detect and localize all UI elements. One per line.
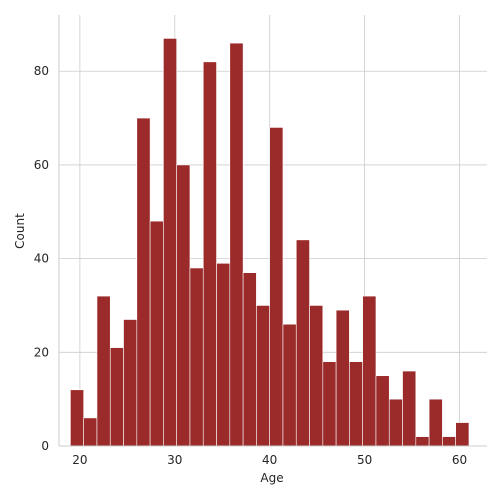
y-axis-label: Count — [13, 213, 27, 249]
y-tick-label: 20 — [34, 345, 49, 359]
histogram-bar — [109, 347, 124, 447]
histogram-bar — [136, 117, 151, 447]
histogram-bar — [163, 38, 177, 447]
histogram-bar — [176, 164, 191, 447]
y-tick-label: 80 — [34, 64, 49, 78]
histogram-bar — [123, 319, 138, 447]
histogram-bar — [295, 239, 310, 447]
histogram-bar — [229, 42, 244, 447]
x-tick-label: 30 — [167, 453, 182, 467]
histogram-bar — [455, 422, 470, 447]
histogram-bar — [375, 375, 390, 447]
histogram-bar — [256, 305, 270, 447]
histogram-bar — [83, 417, 98, 447]
histogram-bar — [242, 272, 257, 447]
histogram-bar — [388, 398, 403, 447]
histogram-bar — [402, 370, 417, 447]
histogram-bar — [428, 398, 443, 447]
histogram-bar — [189, 267, 204, 447]
x-tick-label: 20 — [72, 453, 87, 467]
x-tick-label: 40 — [262, 453, 277, 467]
x-tick-labels: 20 30 40 50 60 — [72, 453, 467, 467]
histogram-bar — [309, 305, 324, 447]
histogram-bar — [322, 361, 337, 447]
y-tick-label: 40 — [34, 252, 49, 266]
histogram-bar — [96, 295, 111, 447]
x-axis-label: Age — [260, 471, 283, 485]
histogram-bar — [349, 361, 363, 447]
x-tick-label: 50 — [357, 453, 372, 467]
histogram-bar — [70, 389, 84, 447]
histogram-bar — [282, 323, 297, 447]
x-tick-label: 60 — [452, 453, 467, 467]
histogram-bar — [335, 309, 350, 447]
y-tick-label: 0 — [41, 439, 49, 453]
histogram-bar — [362, 295, 377, 447]
histogram-bar — [269, 127, 284, 447]
histogram-bar — [149, 220, 164, 447]
histogram-bar — [442, 436, 456, 447]
y-tick-label: 60 — [34, 158, 49, 172]
y-tick-labels: 0 20 40 60 80 — [34, 64, 49, 453]
bars — [70, 38, 470, 447]
histogram-bar — [216, 262, 231, 447]
histogram-bar — [202, 61, 217, 447]
histogram-bar — [415, 436, 430, 447]
spines — [58, 15, 487, 447]
